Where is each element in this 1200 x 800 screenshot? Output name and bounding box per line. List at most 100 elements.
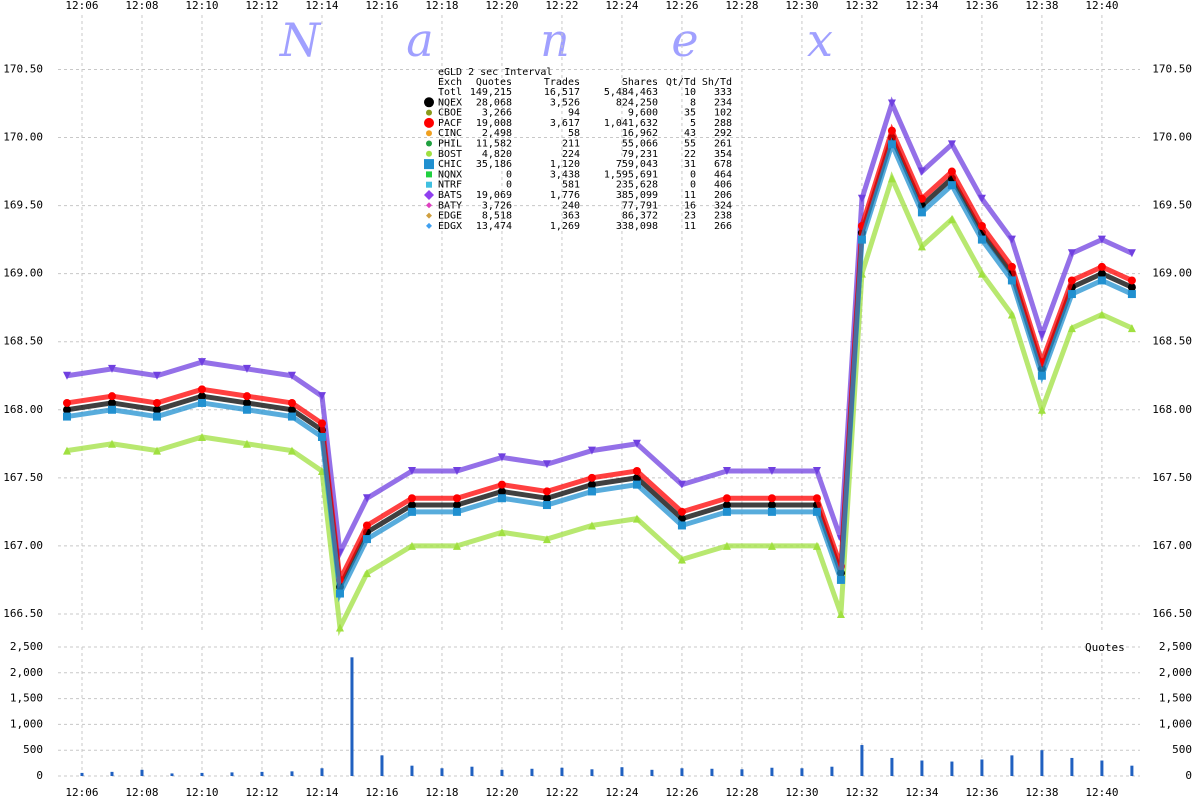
x-tick-label: 12:26 <box>665 0 698 12</box>
x-tick-label: 12:08 <box>125 0 158 12</box>
table-cell: 19,008 <box>476 118 512 129</box>
marker <box>287 412 296 421</box>
bar <box>1040 750 1044 776</box>
marker <box>722 494 731 503</box>
marker <box>452 507 461 516</box>
table-cell: 1,120 <box>550 159 580 170</box>
table-cell: 55,066 <box>622 139 658 150</box>
table-cell: NQEX <box>438 97 462 108</box>
x-tick-label: 12:08 <box>125 786 158 799</box>
plot: 12:06 12:08 12:10 12:12 12:14 12:16 12:18 12:20… <box>3 0 1192 799</box>
x-tick-label: 12:16 <box>365 786 398 799</box>
marker <box>1097 235 1106 244</box>
marker <box>977 269 986 278</box>
marker <box>812 467 821 476</box>
marker <box>497 480 506 489</box>
x-tick-label: 12:20 <box>485 0 518 12</box>
marker <box>317 432 326 441</box>
marker <box>317 392 326 401</box>
marker <box>1037 330 1046 339</box>
legend-marker <box>424 190 434 200</box>
bar <box>590 769 594 776</box>
table-cell: 333 <box>714 87 732 98</box>
marker <box>407 467 416 476</box>
x-tick-label: 12:34 <box>905 0 938 12</box>
marker <box>917 208 926 217</box>
series-line <box>66 130 1133 596</box>
bar <box>470 766 474 776</box>
marker <box>632 480 641 489</box>
y-tick-label: 500 <box>23 743 43 756</box>
y-tick-label-right: 170.50 <box>1152 62 1192 75</box>
marker <box>107 439 116 448</box>
marker <box>1007 262 1016 271</box>
marker <box>452 467 461 476</box>
table-cell: 5,484,463 <box>604 87 658 98</box>
marker <box>722 501 731 510</box>
table-cell: 10 <box>684 87 696 98</box>
marker <box>977 221 986 230</box>
marker <box>1127 290 1136 299</box>
bar <box>380 755 384 776</box>
marker <box>722 467 731 476</box>
x-tick-label: 12:32 <box>845 0 878 12</box>
bar <box>890 757 894 776</box>
series-line <box>66 171 1133 637</box>
marker <box>836 609 845 618</box>
table-cell: 238 <box>714 211 732 222</box>
x-tick-label: 12:16 <box>365 0 398 12</box>
marker <box>1097 276 1106 285</box>
x-tick-label: 12:10 <box>185 786 218 799</box>
marker <box>62 398 71 407</box>
marker <box>542 460 551 469</box>
marker <box>677 480 686 489</box>
legend-marker <box>424 117 434 128</box>
legend-marker <box>426 109 432 116</box>
bar <box>110 771 114 776</box>
marker <box>767 541 776 550</box>
table-cell: BATY <box>438 200 462 211</box>
marker <box>1097 269 1106 278</box>
marker <box>1127 324 1136 333</box>
bar <box>860 745 864 776</box>
marker <box>977 235 986 244</box>
marker <box>1007 276 1016 285</box>
table-cell: 1,776 <box>550 190 580 201</box>
table-cell: 363 <box>562 211 580 222</box>
table-cell: 240 <box>562 200 580 211</box>
x-tick-label: 12:14 <box>305 0 338 12</box>
marker <box>542 494 551 503</box>
marker <box>722 541 731 550</box>
table-cell: 385,099 <box>616 190 658 201</box>
marker <box>62 412 71 421</box>
y-tick-label: 2,000 <box>10 666 43 679</box>
legend-marker <box>426 202 432 209</box>
x-tick-label: 12:10 <box>185 0 218 12</box>
marker <box>107 405 116 414</box>
table-cell: EDGE <box>438 211 462 222</box>
table-cell: 58 <box>568 128 580 139</box>
y-tick-label: 170.00 <box>3 131 43 144</box>
bar <box>410 765 414 776</box>
table-cell: 79,231 <box>622 149 658 160</box>
x-tick-label: 12:22 <box>545 0 578 12</box>
marker <box>335 589 344 598</box>
marker <box>632 439 641 448</box>
marker <box>542 487 551 496</box>
bar <box>680 768 684 776</box>
bar <box>950 761 954 776</box>
y-tick-label-right: 169.50 <box>1152 199 1192 212</box>
table-cell: 16,517 <box>544 87 580 98</box>
x-tick-label: 12:26 <box>665 786 698 799</box>
marker <box>152 446 161 455</box>
y-tick-label-right: 1,500 <box>1159 692 1192 705</box>
marker <box>857 235 866 244</box>
table-title: eGLD 2 sec Interval <box>438 67 552 78</box>
marker <box>1127 249 1136 258</box>
table-cell: BATS <box>438 190 462 201</box>
table-cell: 8,518 <box>482 211 512 222</box>
table-cell: 19,069 <box>476 190 512 201</box>
table-cell: 13,474 <box>476 221 512 232</box>
marker <box>812 494 821 503</box>
